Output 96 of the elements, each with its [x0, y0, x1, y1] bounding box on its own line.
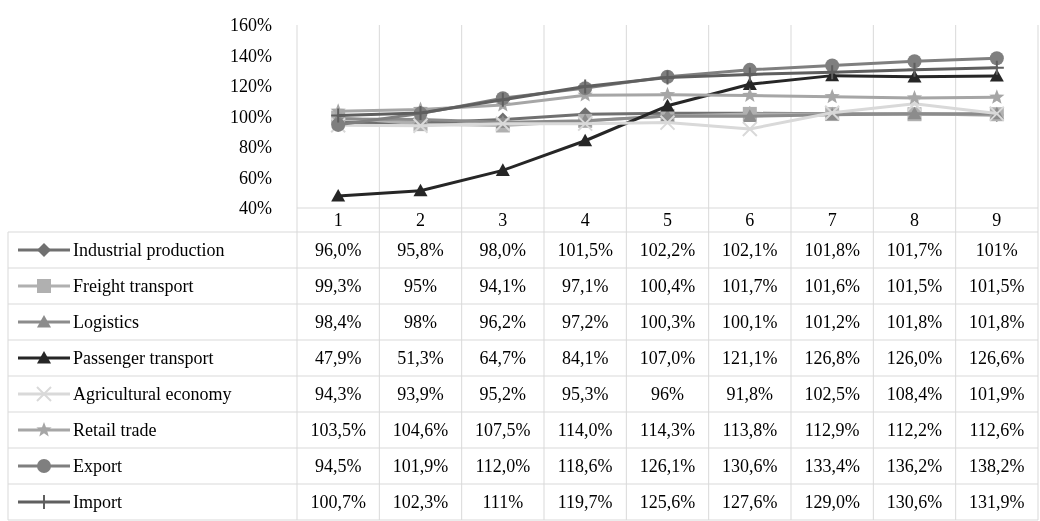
data-label: 94,1%	[479, 276, 527, 297]
x-tick-label: 8	[910, 210, 919, 231]
x-tick-label: 1	[333, 210, 343, 231]
data-label: 100,7%	[310, 492, 366, 513]
data-label: 121,1%	[722, 348, 778, 369]
data-label: 131,9%	[969, 492, 1025, 513]
data-label: 101,8%	[969, 312, 1025, 333]
data-label: 114,3%	[640, 420, 695, 441]
x-tick-label: 3	[498, 210, 508, 231]
data-label: 112,0%	[475, 456, 531, 477]
data-label: 94,3%	[314, 384, 362, 405]
y-tick-label: 140%	[230, 45, 272, 66]
data-label: 101,5%	[969, 276, 1025, 297]
data-label: 114,0%	[557, 420, 613, 441]
legend-label: Export	[73, 456, 122, 477]
data-label: 112,6%	[969, 420, 1025, 441]
x-tick-label: 7	[827, 210, 837, 231]
data-label: 118,6%	[557, 456, 613, 477]
data-label: 111%	[482, 492, 524, 513]
legend-label: Logistics	[73, 312, 139, 333]
legend-label: Freight transport	[73, 276, 194, 297]
data-label: 96,0%	[314, 240, 362, 261]
legend-label: Retail trade	[73, 420, 157, 441]
data-label: 133,4%	[804, 456, 860, 477]
data-label: 47,9%	[314, 348, 362, 369]
data-label: 126,8%	[804, 348, 860, 369]
data-label: 101,2%	[804, 312, 860, 333]
data-label: 101,8%	[804, 240, 860, 261]
data-label: 101,8%	[886, 312, 943, 333]
legend-label: Import	[73, 492, 122, 513]
data-label: 101,7%	[886, 240, 943, 261]
data-label: 98,4%	[314, 312, 362, 333]
data-label: 101,5%	[557, 240, 613, 261]
y-tick-label: 40%	[239, 198, 272, 219]
data-label: 95%	[404, 276, 437, 297]
data-label: 100,1%	[722, 312, 778, 333]
data-label: 107,0%	[639, 348, 696, 369]
data-label: 101,7%	[722, 276, 778, 297]
data-label: 102,2%	[639, 240, 696, 261]
data-label: 94,5%	[314, 456, 362, 477]
data-label: 126,6%	[969, 348, 1025, 369]
data-label: 95,2%	[479, 384, 527, 405]
data-label: 99,3%	[314, 276, 362, 297]
data-label: 138,2%	[969, 456, 1025, 477]
x-tick-label: 5	[663, 210, 672, 231]
data-label: 98,0%	[479, 240, 527, 261]
data-label: 103,5%	[310, 420, 366, 441]
data-label: 100,3%	[639, 312, 696, 333]
data-label: 107,5%	[475, 420, 531, 441]
data-label: 130,6%	[722, 456, 778, 477]
data-label: 51,3%	[397, 348, 444, 369]
data-label: 112,2%	[887, 420, 942, 441]
data-label: 64,7%	[479, 348, 527, 369]
data-label: 129,0%	[804, 492, 860, 513]
data-label: 101,9%	[969, 384, 1025, 405]
y-tick-label: 100%	[230, 106, 272, 127]
x-tick-label: 4	[580, 210, 590, 231]
data-label: 98%	[404, 312, 437, 333]
data-label: 104,6%	[392, 420, 449, 441]
data-label: 101,5%	[886, 276, 943, 297]
legend-label: Passenger transport	[73, 348, 214, 369]
data-label: 126,1%	[639, 456, 696, 477]
data-label: 100,4%	[639, 276, 696, 297]
data-label: 130,6%	[886, 492, 943, 513]
x-tick-label: 2	[416, 210, 425, 231]
data-label: 93,9%	[397, 384, 444, 405]
data-label: 97,2%	[561, 312, 609, 333]
data-label: 102,3%	[392, 492, 449, 513]
y-tick-label: 120%	[230, 76, 272, 97]
legend-label: Agricultural economy	[73, 384, 232, 405]
data-label: 112,9%	[804, 420, 860, 441]
data-label: 113,8%	[722, 420, 778, 441]
data-label: 95,8%	[397, 240, 444, 261]
data-label: 84,1%	[561, 348, 609, 369]
data-label: 119,7%	[557, 492, 613, 513]
y-tick-label: 80%	[239, 137, 272, 158]
legend-label: Industrial production	[73, 240, 225, 261]
data-label: 96,2%	[479, 312, 527, 333]
data-label: 108,4%	[886, 384, 943, 405]
data-label: 102,1%	[722, 240, 778, 261]
x-tick-label: 6	[745, 210, 755, 231]
data-label: 136,2%	[886, 456, 943, 477]
data-label: 91,8%	[726, 384, 774, 405]
data-label: 97,1%	[561, 276, 609, 297]
data-label: 102,5%	[804, 384, 860, 405]
data-label: 125,6%	[639, 492, 696, 513]
x-tick-label: 9	[992, 210, 1002, 231]
data-label: 127,6%	[722, 492, 778, 513]
data-label: 126,0%	[886, 348, 943, 369]
data-label: 101,6%	[804, 276, 860, 297]
data-label: 101%	[975, 240, 1018, 261]
y-tick-label: 160%	[230, 15, 272, 36]
data-label: 96%	[651, 384, 684, 405]
data-label: 95,3%	[561, 384, 609, 405]
y-tick-label: 60%	[239, 167, 272, 188]
data-label: 101,9%	[392, 456, 449, 477]
